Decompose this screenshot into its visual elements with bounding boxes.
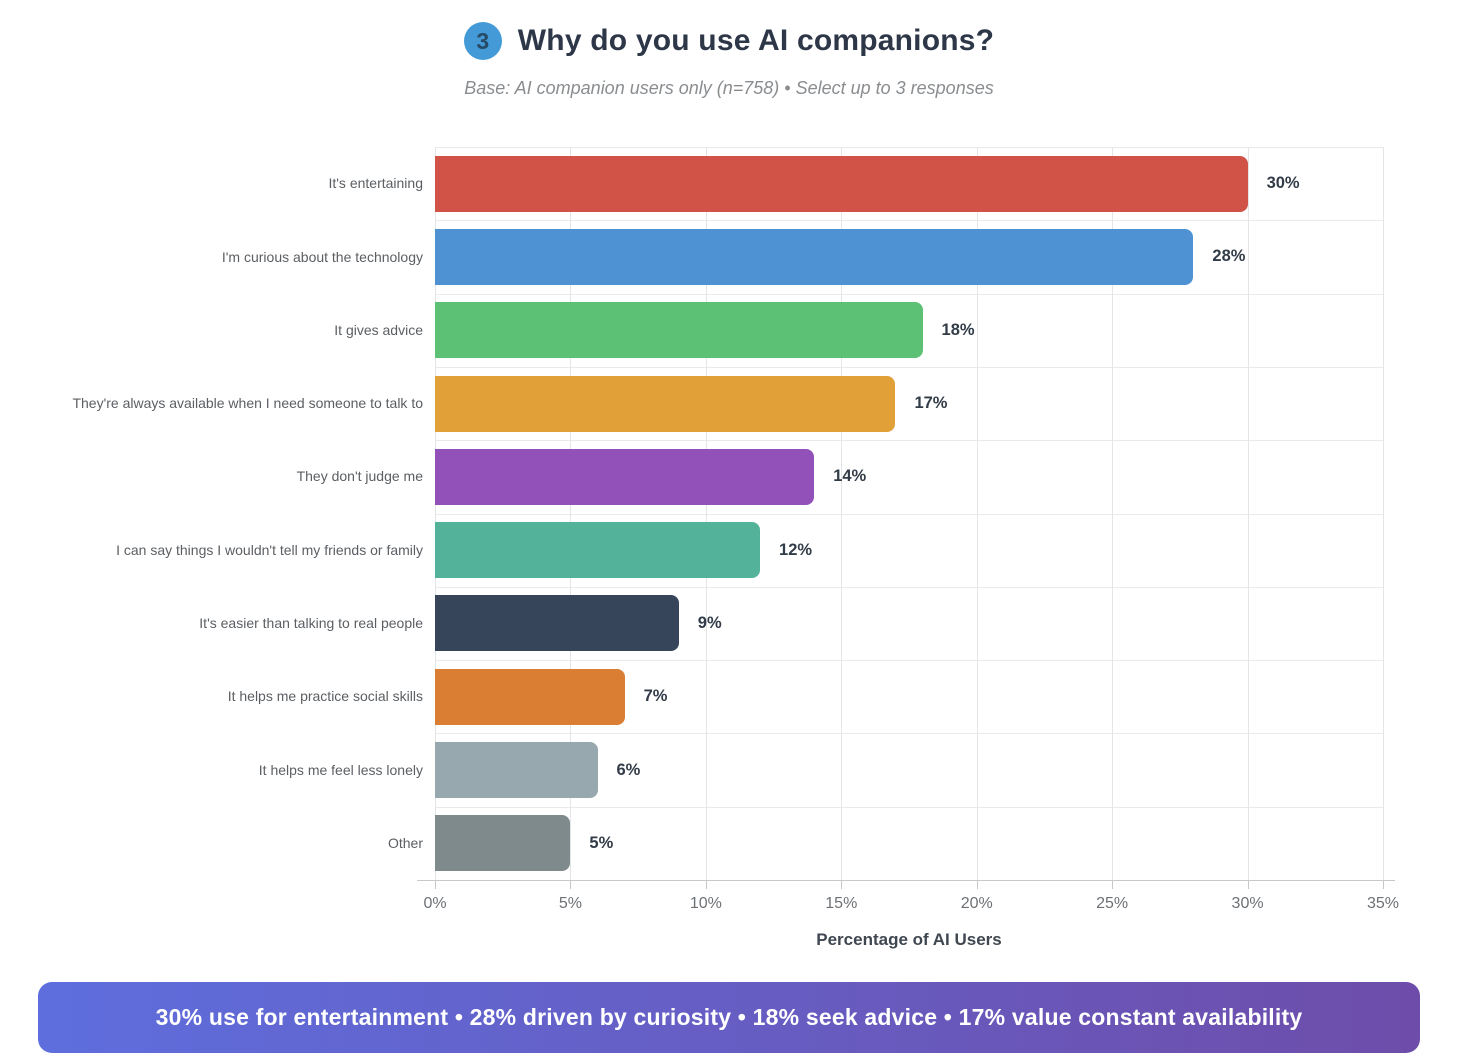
- chart-row: Other 5%: [0, 807, 1458, 880]
- chart-row: I can say things I wouldn't tell my frie…: [0, 514, 1458, 587]
- x-axis-tick: [1247, 881, 1249, 889]
- category-label: It's entertaining: [328, 175, 423, 192]
- value-label: 18%: [941, 320, 975, 339]
- gridline-vertical: [1112, 147, 1114, 880]
- x-axis-tick: [570, 881, 572, 889]
- gridline-horizontal: [435, 366, 1383, 368]
- x-axis-tick-label: 25%: [1096, 895, 1129, 912]
- value-label: 12%: [779, 540, 813, 559]
- gridline-horizontal: [435, 293, 1383, 295]
- x-axis-tick: [841, 881, 843, 889]
- number-badge: 3: [463, 22, 502, 60]
- x-axis-tick-label: 0%: [423, 895, 447, 912]
- bar: [435, 155, 1248, 212]
- value-label: 6%: [616, 760, 641, 779]
- chart-row: They don't judge me 14%: [0, 440, 1458, 513]
- gridline-vertical: [570, 147, 572, 880]
- value-label: 9%: [697, 613, 722, 632]
- x-axis-tick: [1112, 881, 1114, 889]
- bar: [435, 815, 571, 872]
- category-label: It helps me practice social skills: [227, 688, 423, 705]
- gridline-horizontal: [435, 513, 1383, 515]
- value-label: 17%: [914, 394, 948, 413]
- value-label: 14%: [833, 467, 867, 486]
- value-label: 30%: [1266, 174, 1300, 193]
- page-subtitle: Base: AI companion users only (n=758) • …: [464, 78, 994, 98]
- x-axis-tick: [435, 881, 436, 889]
- gridline-horizontal: [435, 806, 1383, 808]
- bar-chart: 0% 5% 10% 15% 20% 25% 30% 35% It's entertaining…: [0, 147, 1458, 949]
- chart-row: I'm curious about the technology 28%: [0, 220, 1458, 293]
- chart-row: It's easier than talking to real people 9…: [0, 587, 1458, 660]
- x-axis-title: Percentage of AI Users: [816, 930, 1002, 949]
- gridline-horizontal: [435, 220, 1383, 222]
- bar: [435, 742, 598, 799]
- chart-row: They're always available when I need som…: [0, 367, 1458, 440]
- bar: [435, 228, 1194, 285]
- x-axis-tick: [1383, 881, 1384, 889]
- value-label: 7%: [643, 687, 668, 706]
- category-label: It helps me feel less lonely: [258, 761, 423, 778]
- gridline-vertical: [1247, 147, 1249, 880]
- chart-row: It helps me practice social skills 7%: [0, 660, 1458, 733]
- gridline-vertical: [705, 147, 707, 880]
- gridline-vertical: [1383, 147, 1384, 880]
- value-label: 28%: [1212, 247, 1246, 266]
- x-axis-tick: [976, 881, 978, 889]
- x-axis-tick-label: 10%: [689, 895, 722, 912]
- gridline-horizontal: [435, 660, 1383, 662]
- x-axis-tick: [705, 881, 707, 889]
- x-axis-tick-label: 5%: [558, 895, 582, 912]
- chart-row: It gives advice 18%: [0, 294, 1458, 367]
- page-title: Why do you use AI companions?: [517, 24, 995, 57]
- gridline-horizontal: [435, 440, 1383, 442]
- x-axis-tick-label: 35%: [1366, 895, 1400, 912]
- gridline-horizontal: [435, 147, 1383, 148]
- plot-area: 0% 5% 10% 15% 20% 25% 30% 35%: [417, 147, 1399, 912]
- chart-row: It helps me feel less lonely 6%: [0, 733, 1458, 806]
- gridline-vertical: [435, 147, 436, 880]
- value-label: 5%: [589, 833, 614, 852]
- category-label: Other: [387, 834, 423, 851]
- summary-text: 30% use for entertainment • 28% driven b…: [155, 1004, 1303, 1030]
- chart-header: 3 Why do you use AI companions?: [0, 22, 1458, 60]
- chart-row: It's entertaining 30%: [0, 147, 1458, 220]
- gridline-horizontal: [435, 586, 1383, 588]
- gridline-vertical: [976, 147, 978, 880]
- number-badge-text: 3: [476, 27, 490, 54]
- category-label: They don't judge me: [296, 468, 423, 485]
- category-label: I'm curious about the technology: [221, 248, 423, 265]
- category-label: They're always available when I need som…: [72, 395, 423, 412]
- gridline-vertical: [841, 147, 843, 880]
- bar: [435, 448, 815, 505]
- category-label: It gives advice: [334, 321, 423, 338]
- bar: [435, 522, 761, 579]
- x-axis-tick-label: 20%: [960, 895, 993, 912]
- x-axis-tick-label: 15%: [825, 895, 858, 912]
- category-label: I can say things I wouldn't tell my frie…: [116, 541, 423, 558]
- x-axis-line: [417, 880, 1395, 881]
- x-axis-tick-label: 30%: [1231, 895, 1264, 912]
- gridline-horizontal: [435, 733, 1383, 735]
- summary-banner: 30% use for entertainment • 28% driven b…: [38, 982, 1420, 1053]
- bar: [435, 375, 896, 432]
- bar: [435, 595, 679, 652]
- bar: [435, 668, 625, 725]
- bar: [435, 302, 923, 359]
- category-label: It's easier than talking to real people: [199, 615, 423, 632]
